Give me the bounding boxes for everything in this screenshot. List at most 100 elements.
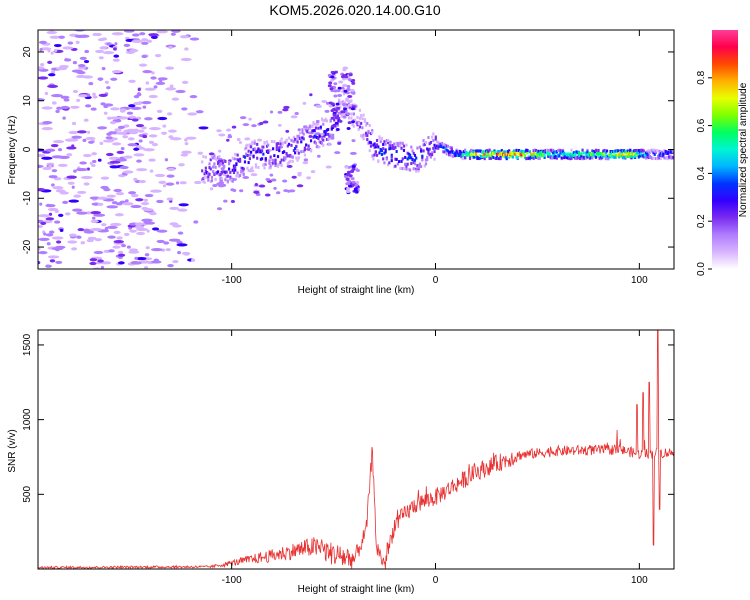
spectrogram-noise-cell	[297, 128, 301, 132]
spectrogram-noise-cell	[48, 230, 55, 234]
spectrogram-ridge-cell	[667, 150, 670, 154]
spectrogram-ridge-cell	[481, 150, 484, 154]
spectrogram-ridge-cell	[455, 153, 458, 157]
spectrogram-ridge-cell	[446, 144, 450, 148]
spectrogram-noise-cell	[168, 129, 177, 133]
spectrogram-ridge-cell	[272, 158, 275, 162]
spectrogram-ridge-cell	[226, 179, 229, 183]
spectrogram-ridge-cell	[346, 126, 351, 130]
spectrogram-ridge-cell	[561, 152, 565, 156]
spectrogram-ridge-cell	[368, 123, 371, 127]
spectrogram-ridge-cell	[443, 145, 446, 149]
spectrogram-ridge-cell	[215, 158, 218, 162]
snr-ylabel: SNR (v/v)	[7, 429, 18, 472]
spectrogram-noise-cell	[79, 56, 87, 61]
spectrogram-ridge-cell	[412, 167, 415, 171]
spectrogram-ridge-cell	[503, 153, 506, 157]
snr-ytick-label: 500	[22, 486, 33, 503]
spectrogram-noise-cell	[276, 191, 281, 195]
spectrogram-noise-cell	[109, 222, 122, 227]
spectrogram-ridge-cell	[224, 159, 227, 163]
spectrogram-noise-cell	[316, 154, 321, 158]
spectrogram-ridge-cell	[488, 154, 491, 158]
spectrogram-noise-cell	[270, 178, 277, 182]
spectrogram-ridge-cell	[337, 86, 342, 90]
spectrogram-ridge-cell	[466, 151, 469, 155]
spectrogram-ridge-cell	[530, 155, 533, 159]
spectrogram-noise-cell	[42, 121, 53, 125]
spectrogram-ridge-cell	[443, 142, 446, 146]
spectrogram-ridge-cell	[280, 158, 283, 162]
spectrogram-ridge-cell	[371, 154, 374, 158]
spectrogram-ridge-cell	[312, 120, 315, 124]
spectrogram-ridge-cell	[251, 140, 254, 144]
spectrogram-ridge-cell	[532, 156, 535, 160]
spectrogram-noise-cell	[68, 233, 77, 237]
spectrogram-ridge-cell	[402, 167, 406, 171]
spectrogram-ridge-cell	[235, 174, 238, 178]
spectrogram-ridge-cell	[528, 156, 532, 160]
spectrogram-noise-cell	[129, 248, 139, 252]
spectrogram-noise-cell	[126, 245, 131, 249]
spectrogram-noise-cell	[38, 260, 41, 265]
spectrogram-ridge-cell	[412, 161, 415, 165]
spectrogram-ridge-cell	[322, 138, 325, 142]
spectrogram-noise-cell	[184, 47, 189, 51]
spectrogram-noise-cell	[113, 240, 124, 244]
spectrogram-ridge-cell	[330, 102, 335, 106]
spectrogram-noise-cell	[98, 56, 104, 60]
spectrogram-ridge-cell	[262, 152, 265, 156]
spectrogram-ridge-cell	[214, 171, 217, 175]
spectrogram-ridge-cell	[468, 156, 472, 160]
spectrogram-ridge-cell	[494, 150, 497, 154]
spectrogram-ridge-cell	[201, 178, 204, 182]
spectrogram-noise-cell	[51, 169, 58, 173]
spectrogram-noise-cell	[104, 80, 109, 84]
spectrogram-ridge-cell	[275, 148, 278, 152]
spectrogram-ridge-cell	[363, 120, 366, 124]
spectrogram-ridge-cell	[418, 164, 421, 168]
colorbar-tick-label: 0.8	[696, 70, 707, 84]
spectrogram-ridge-cell	[329, 119, 332, 123]
spectrogram-ridge-cell	[418, 162, 421, 166]
spectrogram-ridge-cell	[615, 153, 618, 157]
spectrogram-ridge-cell	[306, 129, 309, 133]
spectrogram-ridge-cell	[603, 152, 606, 156]
spectrogram-ridge-cell	[358, 116, 362, 120]
spectrogram-ridge-cell	[615, 149, 618, 153]
spectrogram-ridge-cell	[378, 136, 381, 140]
spectrogram-ridge-cell	[534, 155, 538, 159]
spectrogram-noise-cell	[308, 135, 313, 139]
spectrogram-ridge-cell	[555, 150, 558, 154]
spectrogram-ridge-cell	[647, 149, 650, 153]
spectrogram-noise-cell	[165, 182, 175, 186]
spectrogram-noise-cell	[133, 147, 140, 151]
spectrogram-ridge-cell	[300, 140, 303, 144]
spectrogram-ridge-cell	[532, 152, 535, 156]
spectrogram-ridge-cell	[236, 171, 239, 175]
spectrogram-noise-cell	[161, 131, 167, 135]
spectrogram-ridge-cell	[386, 140, 390, 144]
spectrogram-ridge-cell	[409, 156, 412, 160]
spectrogram-noise-cell	[38, 153, 46, 158]
spectrogram-ridge-cell	[207, 175, 210, 179]
spectrogram-noise-cell	[131, 33, 140, 37]
spectrogram-ridge-cell	[412, 151, 415, 155]
spectrogram-ridge-cell	[279, 160, 282, 164]
spectrogram-ridge-cell	[451, 150, 455, 154]
spectrogram-noise-cell	[114, 128, 122, 132]
spectrogram-ridge-cell	[648, 154, 651, 158]
spectrogram-ridge-cell	[380, 149, 384, 153]
spectrogram-noise-cell	[151, 227, 160, 231]
spectrogram-ridge-cell	[405, 165, 408, 169]
spectrogram-ridge-cell	[357, 127, 360, 131]
spectrogram-ridge-cell	[454, 151, 457, 155]
spectrogram-ridge-cell	[393, 146, 396, 150]
spectrogram-ridge-cell	[467, 151, 470, 155]
spectrogram-noise-cell	[290, 115, 298, 119]
spectrogram-noise-cell	[172, 259, 179, 264]
spectrogram-ridge-cell	[663, 149, 666, 153]
spectrogram-ridge-cell	[202, 179, 205, 183]
spectrogram-noise-cell	[74, 34, 87, 38]
spectrogram-ridge-cell	[516, 155, 519, 159]
